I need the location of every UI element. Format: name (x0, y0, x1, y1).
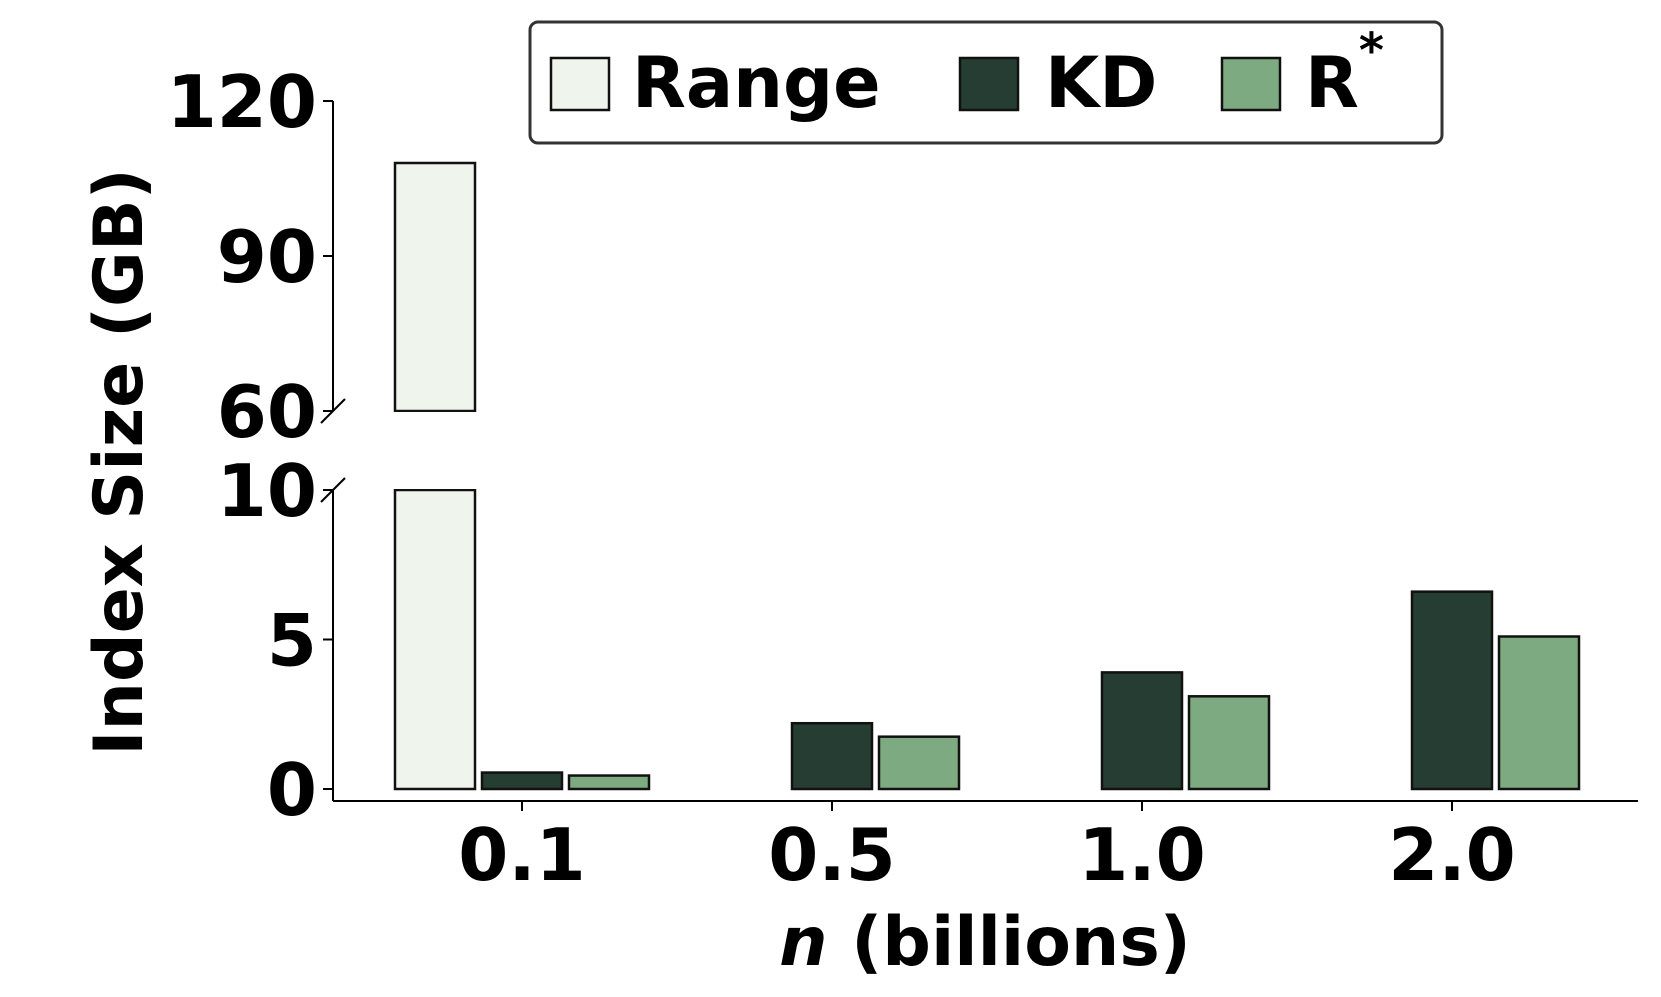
y-tick-60-label: 60 (217, 370, 317, 454)
y-tick-5-label: 5 (267, 599, 317, 683)
bar-kd-0_1 (480, 771, 564, 791)
legend-label-rstar-name: R (1305, 42, 1359, 124)
legend-swatch-rstar (1220, 56, 1282, 112)
axis-break-gap (331, 412, 491, 489)
upper-plot-panel (393, 161, 477, 413)
bar-r-0_5 (877, 735, 961, 791)
x-tick-0_5-label: 0.5 (768, 813, 896, 897)
y-tick-10-label: 10 (217, 449, 317, 533)
axes: 60 90 120 0 5 10 0.1 0.5 1.0 2.0 (167, 60, 1638, 897)
y-axis-title: Index Size (GB) (80, 168, 159, 756)
bar-kd-2_0 (1410, 590, 1494, 791)
y-tick-0-label: 0 (267, 748, 317, 832)
bar-kd-0_5 (790, 721, 874, 791)
x-tick-1_0-label: 1.0 (1078, 813, 1206, 897)
bar-upper-range-0_1 (393, 161, 477, 413)
x-axis-variable: n (779, 903, 827, 982)
bar-r-2_0 (1497, 635, 1581, 791)
y-tick-90-label: 90 (217, 215, 317, 299)
x-tick-0_1-label: 0.1 (458, 813, 586, 897)
bar-r-1_0 (1187, 695, 1271, 791)
y-tick-120-label: 120 (167, 60, 317, 144)
legend-swatch-range (549, 56, 611, 112)
legend: Range KD R* (528, 20, 1444, 145)
x-axis-units: (billions) (828, 903, 1191, 982)
bar-range-0_1 (393, 488, 477, 791)
bar-r-0_1 (567, 774, 651, 791)
lower-plot-panel (331, 412, 1581, 791)
legend-label-range: Range (632, 42, 881, 124)
x-tick-2_0-label: 2.0 (1388, 813, 1516, 897)
bar-kd-1_0 (1100, 671, 1184, 791)
legend-label-rstar-superscript: * (1359, 23, 1384, 79)
legend-swatch-kd (958, 56, 1020, 112)
x-axis-title: n (billions) (779, 903, 1191, 982)
legend-label-kd: KD (1045, 42, 1157, 124)
legend-label-rstar: R* (1305, 23, 1384, 124)
